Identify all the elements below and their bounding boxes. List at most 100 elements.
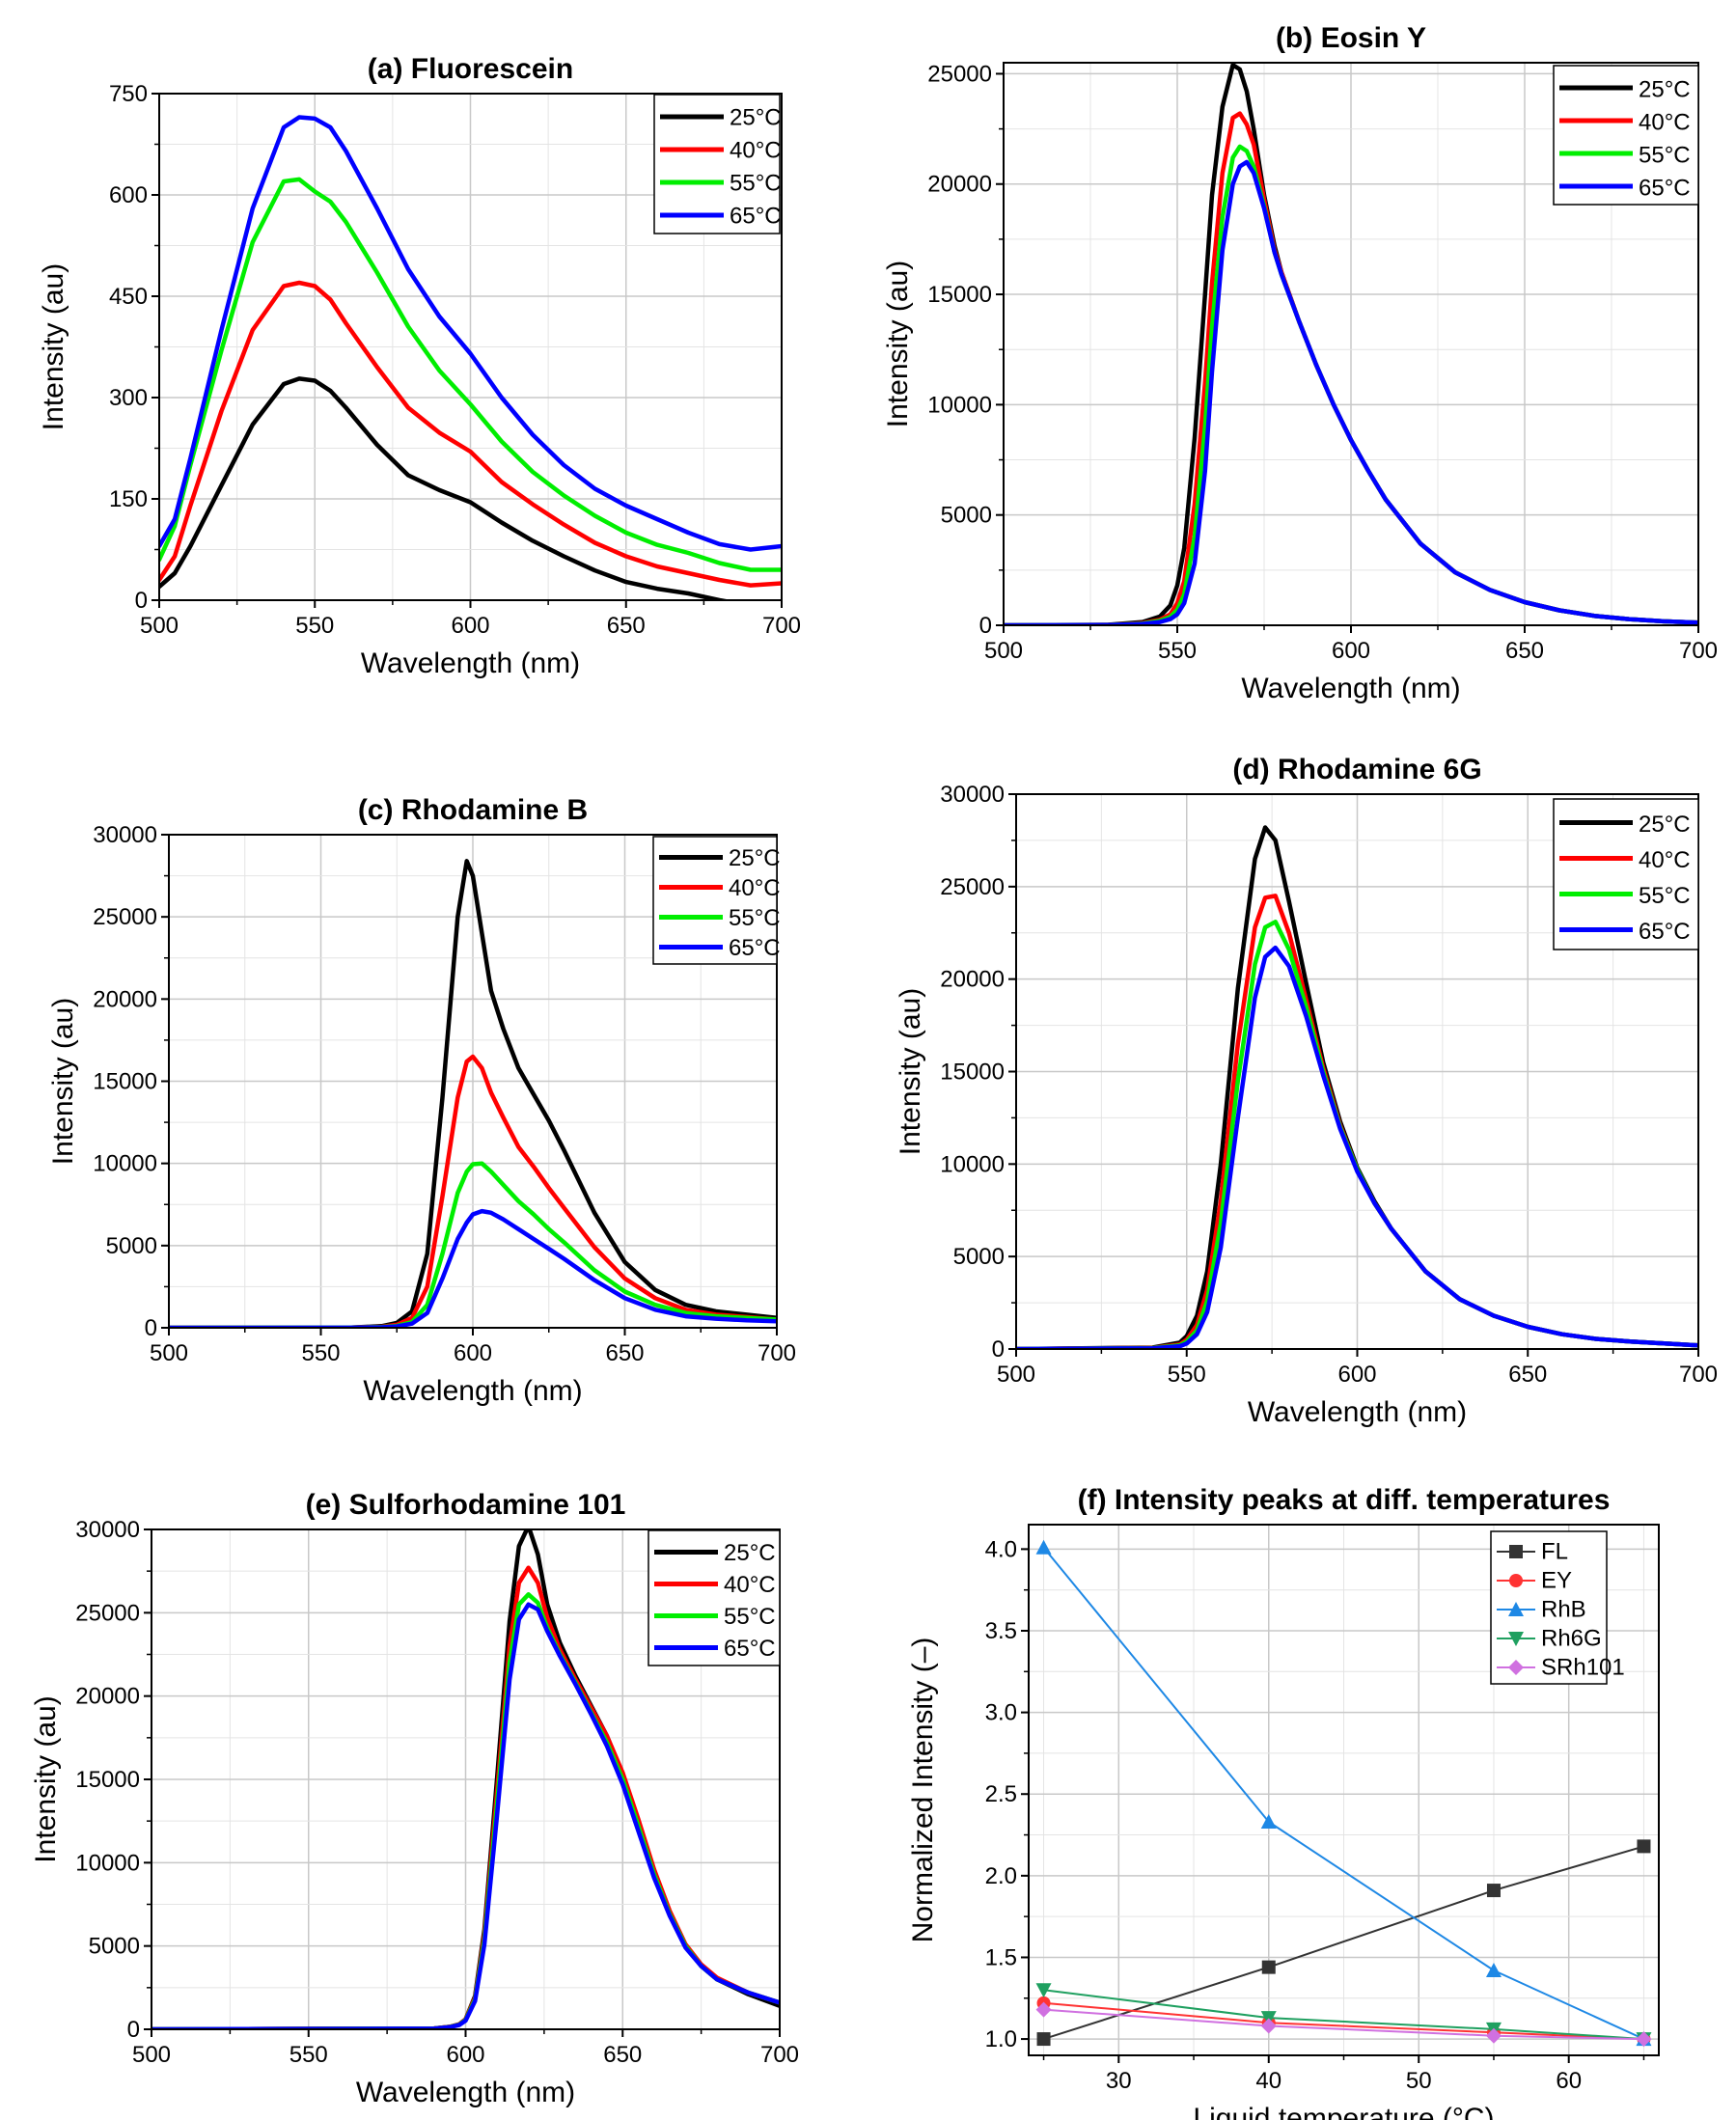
legend-label-0: 25°C	[1639, 812, 1691, 838]
y-tick-label: 30000	[93, 822, 157, 848]
y-tick-label: 1.0	[985, 2026, 1017, 2052]
series-line-f-3	[1042, 1989, 1645, 2041]
series-line-a-2	[159, 177, 782, 572]
series-line-d-3	[1016, 945, 1698, 1349]
panel-c-ylabel: Intensity (au)	[47, 998, 79, 1165]
legend-label-3: 65°C	[724, 1636, 776, 1662]
series-line-f-2	[1042, 1546, 1645, 2041]
legend-label-2: 55°C	[1639, 883, 1691, 909]
y-tick-label: 15000	[940, 1060, 1005, 1086]
x-tick-label: 500	[997, 1362, 1035, 1388]
data-point-f-0-0	[1036, 2032, 1051, 2047]
y-tick-label: 25000	[940, 874, 1005, 900]
x-tick-label: 600	[451, 613, 489, 639]
panel-b: 500 550 600 650 700 0 5000 10000 15000 20000 25000…	[882, 22, 1718, 704]
y-tick-label: 10000	[93, 1151, 157, 1177]
panel-c-legend: 25°C 40°C 55°C 65°C	[652, 836, 781, 965]
series-line-a-3	[159, 115, 782, 552]
panel-c: 500 550 600 650 700 0 5000 10000 15000 20000 25000…	[47, 794, 796, 1407]
y-tick-label: 2.0	[985, 1863, 1017, 1889]
series-line-f-1	[1042, 2001, 1645, 2041]
y-tick-label: 4.0	[985, 1536, 1017, 1562]
x-tick-label: 550	[295, 613, 334, 639]
y-tick-label: 5000	[941, 503, 992, 529]
y-tick-label: 450	[109, 284, 148, 310]
x-tick-label: 700	[1679, 638, 1718, 664]
panel-f-ylabel: Normalized Intensity (–)	[907, 1638, 939, 1943]
y-tick-label: 15000	[93, 1069, 157, 1095]
panel-a-legend: 25°C 40°C 55°C 65°C	[653, 94, 782, 234]
x-tick-label: 60	[1556, 2068, 1582, 2094]
panel-b-xlabel: Wavelength (nm)	[1241, 673, 1460, 704]
panel-d-legend: 25°C 40°C 55°C 65°C	[1553, 798, 1699, 950]
legend-label-3: Rh6G	[1541, 1626, 1602, 1652]
x-tick-label: 650	[1508, 1362, 1547, 1388]
series-line-c-1	[169, 1054, 777, 1328]
data-point-f-3-0	[1035, 1983, 1052, 1998]
x-tick-label: 500	[140, 613, 179, 639]
x-tick-label: 30	[1106, 2068, 1132, 2094]
y-tick-label: 0	[979, 613, 992, 639]
panel-a-title: (a) Fluorescein	[368, 53, 573, 85]
panel-c-grid	[169, 835, 777, 1328]
data-point-f-4-3	[1636, 2031, 1652, 2048]
panel-c-xlabel: Wavelength (nm)	[363, 1375, 582, 1407]
series-line-e-3	[152, 1602, 780, 2029]
legend-label-0: 25°C	[1639, 76, 1691, 102]
x-tick-label: 550	[1158, 638, 1197, 664]
x-tick-label: 600	[1337, 1362, 1376, 1388]
panel-f-xlabel: Liquid temperature (°C)	[1193, 2103, 1494, 2120]
y-tick-label: 20000	[927, 172, 992, 198]
y-tick-label: 25000	[93, 904, 157, 930]
panel-d-ylabel: Intensity (au)	[895, 988, 926, 1155]
y-tick-label: 25000	[927, 61, 992, 87]
data-point-f-2-0	[1035, 1539, 1052, 1555]
x-tick-label: 500	[984, 638, 1023, 664]
legend-marker-2	[1508, 1602, 1524, 1616]
series-line-a-0	[159, 376, 732, 600]
panel-b-legend: 25°C 40°C 55°C 65°C	[1553, 65, 1699, 206]
panel-d: 500 550 600 650 700 0 5000 10000 15000 20000 25000…	[895, 754, 1718, 1428]
panel-a-xlabel: Wavelength (nm)	[361, 647, 580, 679]
panel-e-title: (e) Sulforhodamine 101	[306, 1489, 626, 1521]
panel-d-xlabel: Wavelength (nm)	[1248, 1396, 1467, 1428]
legend-label-3: 65°C	[1639, 919, 1691, 945]
data-point-f-0-1	[1261, 1960, 1276, 1974]
legend-label-1: 40°C	[1639, 847, 1691, 873]
y-tick-label: 5000	[106, 1233, 157, 1259]
x-tick-label: 550	[301, 1340, 340, 1366]
x-tick-label: 600	[446, 2042, 484, 2068]
x-tick-label: 550	[1168, 1362, 1206, 1388]
data-point-f-2-1	[1260, 1814, 1277, 1829]
data-point-f-0-3	[1637, 1839, 1651, 1854]
series-line-c-3	[169, 1208, 777, 1328]
data-point-f-4-0	[1035, 2001, 1052, 2018]
legend-marker-1	[1509, 1574, 1523, 1587]
y-tick-label: 5000	[89, 1934, 140, 1960]
legend-marker-3	[1508, 1632, 1524, 1646]
y-tick-label: 15000	[927, 282, 992, 308]
legend-label-2: 55°C	[730, 171, 782, 197]
legend-label-2: RhB	[1541, 1597, 1586, 1623]
legend-label-2: 55°C	[1639, 142, 1691, 168]
x-tick-label: 550	[289, 2042, 328, 2068]
legend-label-2: 55°C	[729, 905, 781, 931]
panel-f-legend: FL EY RhB Rh6G SRh101	[1490, 1530, 1625, 1685]
y-tick-label: 150	[109, 486, 148, 512]
panel-a-grid	[159, 94, 782, 600]
x-tick-label: 600	[1332, 638, 1370, 664]
x-tick-label: 40	[1255, 2068, 1281, 2094]
panel-e-ylabel: Intensity (au)	[30, 1695, 62, 1862]
data-point-f-2-2	[1485, 1963, 1502, 1977]
y-tick-label: 20000	[940, 967, 1005, 993]
panel-a: 500 550 600 650 700 0 150 300 450 600 750 (a) Fluor…	[38, 53, 801, 679]
x-tick-label: 650	[1505, 638, 1544, 664]
legend-label-4: SRh101	[1541, 1655, 1625, 1681]
y-tick-label: 10000	[75, 1850, 140, 1876]
y-tick-label: 5000	[953, 1244, 1005, 1270]
y-tick-label: 0	[145, 1315, 157, 1341]
x-tick-label: 700	[758, 1340, 796, 1366]
panel-e-legend: 25°C 40°C 55°C 65°C	[648, 1529, 781, 1666]
